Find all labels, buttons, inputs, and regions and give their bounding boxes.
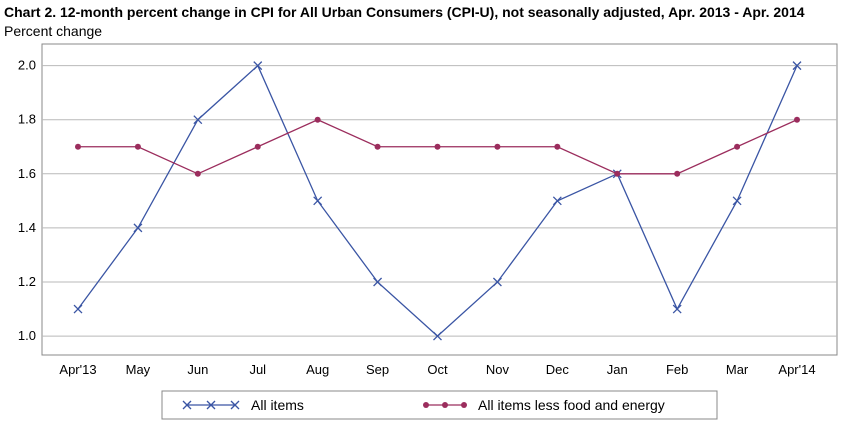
legend-marker xyxy=(182,400,192,410)
data-point-core xyxy=(794,116,800,123)
x-marker-stroke xyxy=(182,400,192,410)
data-point-all-items xyxy=(193,115,203,125)
y-axis-label: Percent change xyxy=(4,23,103,39)
x-tick-label: Feb xyxy=(666,362,688,377)
x-marker-stroke xyxy=(73,304,83,314)
y-tick-label: 1.4 xyxy=(18,220,36,235)
legend-marker xyxy=(461,402,467,408)
x-tick-label: Jul xyxy=(249,362,266,377)
data-point-all-items xyxy=(313,196,323,206)
x-marker-stroke xyxy=(206,400,216,410)
legend-marker xyxy=(423,402,429,408)
x-marker-stroke xyxy=(672,304,682,314)
data-point-all-items xyxy=(433,331,442,341)
x-marker-stroke xyxy=(253,61,263,71)
data-point-core xyxy=(134,143,141,150)
x-tick-label: Apr'14 xyxy=(778,362,815,377)
data-point-core xyxy=(75,143,81,150)
y-tick-label: 2.0 xyxy=(18,58,36,73)
data-point-all-items xyxy=(373,277,383,287)
y-tick-label: 1.0 xyxy=(18,328,36,343)
legend-marker xyxy=(442,402,448,408)
y-tick-label: 1.6 xyxy=(18,166,36,181)
x-tick-label: Jan xyxy=(607,362,628,377)
data-point-all-items xyxy=(732,196,742,206)
legend-item-1: All items less food and energy xyxy=(423,397,665,413)
x-marker-stroke xyxy=(193,115,203,125)
data-point-core xyxy=(614,170,621,177)
data-point-core xyxy=(554,143,561,150)
y-tick-label: 1.8 xyxy=(18,112,36,127)
x-tick-label: Apr'13 xyxy=(59,362,96,377)
x-tick-label: Dec xyxy=(546,362,570,377)
x-marker-stroke xyxy=(313,196,323,206)
x-marker-stroke xyxy=(433,331,442,341)
x-tick-label: Nov xyxy=(486,362,510,377)
data-point-all-items xyxy=(552,196,562,206)
data-point-core xyxy=(194,170,201,177)
data-point-all-items xyxy=(73,304,83,314)
plot-area xyxy=(41,43,838,356)
x-marker-stroke xyxy=(373,277,383,287)
data-point-core xyxy=(494,143,501,150)
x-tick-label: Sep xyxy=(366,362,389,377)
legend-label: All items less food and energy xyxy=(478,397,665,413)
data-point-all-items xyxy=(133,223,143,233)
data-point-core xyxy=(374,143,381,150)
legend-item-0: All items xyxy=(182,397,304,413)
x-marker-stroke xyxy=(133,223,143,233)
data-point-all-items xyxy=(672,304,682,314)
data-point-all-items xyxy=(792,61,802,71)
x-tick-label: May xyxy=(126,362,151,377)
legend-marker xyxy=(230,400,240,410)
legend-marker xyxy=(206,400,216,410)
data-point-core xyxy=(254,143,261,150)
x-marker-stroke xyxy=(230,400,240,410)
x-marker-stroke xyxy=(792,61,802,71)
data-point-all-items xyxy=(492,277,502,287)
x-marker-stroke xyxy=(732,196,742,206)
data-point-core xyxy=(674,170,681,177)
data-point-core xyxy=(734,143,741,150)
x-tick-label: Oct xyxy=(427,362,448,377)
x-tick-label: Aug xyxy=(306,362,329,377)
chart-title: Chart 2. 12-month percent change in CPI … xyxy=(4,4,805,20)
x-marker-stroke xyxy=(492,277,502,287)
y-tick-label: 1.2 xyxy=(18,274,36,289)
data-point-all-items xyxy=(253,61,263,71)
legend-label: All items xyxy=(251,397,304,413)
data-point-core xyxy=(434,143,441,150)
x-tick-label: Jun xyxy=(187,362,208,377)
x-marker-stroke xyxy=(552,196,562,206)
x-tick-label: Mar xyxy=(726,362,749,377)
data-point-core xyxy=(314,116,321,123)
